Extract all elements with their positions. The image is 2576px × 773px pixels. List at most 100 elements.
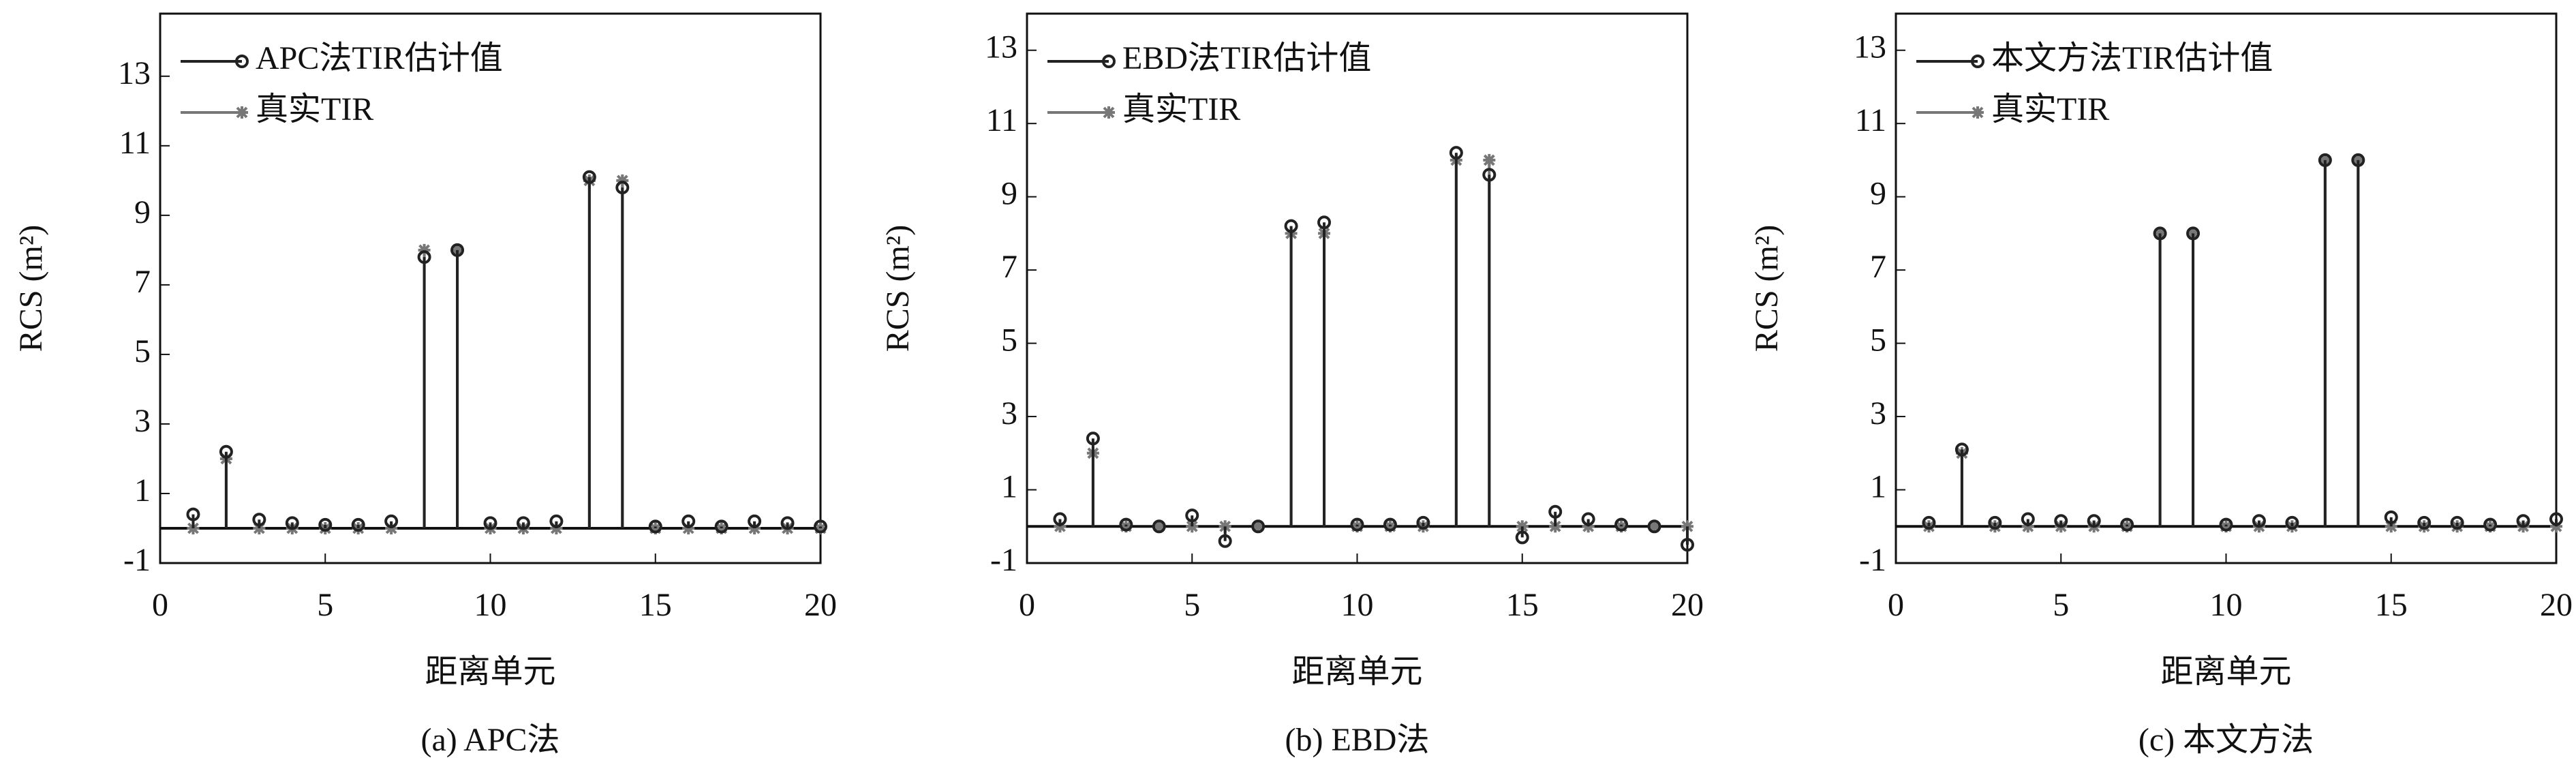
- stem-marker: [516, 516, 530, 530]
- stem-marker: [2153, 226, 2167, 241]
- y-tick-label: 11: [119, 125, 151, 161]
- stem-marker: [2483, 517, 2498, 532]
- stem-marker: [2285, 515, 2299, 530]
- stem-marker: [1086, 431, 1100, 446]
- y-tick-label: 9: [134, 194, 151, 230]
- stem-marker: [814, 519, 827, 534]
- stem-marker: [1416, 515, 1430, 530]
- stem-marker: [2352, 153, 2365, 166]
- legend-marker: [236, 106, 248, 119]
- stem-marker: [2484, 520, 2497, 533]
- legend-marker: [235, 55, 249, 68]
- y-tick-label: 13: [118, 55, 151, 91]
- y-axis-label: RCS (m²): [880, 225, 916, 352]
- stem-marker: [186, 507, 200, 521]
- y-tick-label: -1: [1859, 542, 1886, 578]
- stem-marker: [351, 517, 365, 532]
- stem-marker: [483, 516, 497, 530]
- stem-marker: [2252, 514, 2266, 528]
- stem-marker: [252, 513, 266, 527]
- y-tick-label: 1: [134, 472, 151, 509]
- stem-marker: [451, 243, 464, 256]
- y-tick-label: 9: [1001, 176, 1017, 212]
- stem-marker: [648, 519, 662, 534]
- stem-marker: [1954, 442, 1969, 457]
- stem-marker: [2351, 153, 2365, 167]
- y-tick-label: 13: [1854, 29, 1886, 65]
- stem-marker: [1152, 520, 1165, 533]
- stem-marker: [2121, 520, 2134, 533]
- stem-marker: [1383, 520, 1396, 533]
- stem-marker: [2318, 153, 2332, 167]
- legend-marker: [1102, 55, 1116, 68]
- stem-marker: [2450, 515, 2464, 530]
- y-tick-label: 7: [1001, 249, 1017, 285]
- stem-marker: [615, 181, 630, 195]
- stem-marker: [1351, 520, 1364, 533]
- x-tick-label: 15: [2375, 587, 2408, 623]
- y-tick-label: -1: [990, 542, 1017, 578]
- stem-marker: [417, 250, 431, 264]
- stem-marker: [582, 170, 596, 184]
- stem-marker: [1515, 530, 1529, 545]
- y-tick-label: 13: [985, 29, 1017, 65]
- y-axis-label: RCS (m²): [1749, 225, 1785, 352]
- stem-marker: [384, 514, 399, 528]
- legend-label: EBD法TIR估计值: [1122, 40, 1371, 76]
- x-tick-label: 10: [474, 587, 507, 623]
- x-tick-label: 5: [317, 587, 333, 623]
- stem-marker: [1251, 519, 1266, 534]
- x-tick-label: 15: [639, 587, 672, 623]
- stem-marker: [1615, 520, 1628, 533]
- stem-marker: [2220, 520, 2233, 533]
- stem-marker: [1218, 534, 1232, 548]
- stem-marker: [1681, 538, 1694, 552]
- y-tick-label: 5: [1870, 322, 1886, 359]
- y-tick-label: 1: [1001, 469, 1017, 505]
- stem-marker: [2120, 517, 2134, 532]
- stem-marker: [285, 516, 299, 530]
- x-axis-label: 距离单元: [1291, 654, 1422, 690]
- x-tick-label: 0: [1888, 587, 1904, 623]
- x-tick-label: 20: [1671, 587, 1704, 623]
- stem-marker: [1614, 517, 1629, 532]
- stem-marker: [2087, 514, 2101, 528]
- stem-marker: [1152, 519, 1166, 534]
- stem-marker: [1988, 515, 2002, 530]
- stem-marker: [780, 516, 795, 530]
- y-tick-label: 11: [986, 102, 1017, 138]
- stem-marker: [748, 514, 762, 528]
- stem-marker: [2219, 517, 2233, 532]
- x-tick-label: 10: [2210, 587, 2243, 623]
- y-tick-label: 7: [1870, 249, 1886, 285]
- legend-label: 真实TIR: [1122, 91, 1240, 127]
- stem-marker: [2549, 512, 2563, 526]
- stem-marker: [1549, 520, 1562, 533]
- stem-marker: [1350, 517, 1364, 532]
- stem-marker: [1120, 520, 1133, 533]
- legend-label: 真实TIR: [256, 91, 373, 127]
- x-axis-label: 距离单元: [2160, 654, 2291, 690]
- stem-marker: [1922, 520, 1935, 533]
- y-tick-label: 3: [1001, 395, 1017, 431]
- y-tick-label: -1: [123, 542, 151, 578]
- stem-marker: [1582, 520, 1595, 533]
- stem-marker: [2054, 514, 2068, 528]
- stem-marker: [1186, 520, 1199, 533]
- stem-marker: [1648, 520, 1661, 533]
- stem-marker: [450, 243, 465, 257]
- stem-marker: [1185, 509, 1199, 523]
- stem-marker: [1119, 517, 1133, 532]
- x-tick-label: 5: [2053, 587, 2069, 623]
- stem-marker: [1284, 219, 1298, 233]
- x-tick-label: 20: [2540, 587, 2573, 623]
- stem-marker: [2451, 520, 2464, 533]
- y-tick-label: 7: [134, 264, 151, 300]
- stem-marker: [681, 514, 696, 528]
- stem-marker: [616, 174, 629, 187]
- y-tick-label: 1: [1870, 469, 1886, 505]
- stem-marker: [1054, 520, 1067, 533]
